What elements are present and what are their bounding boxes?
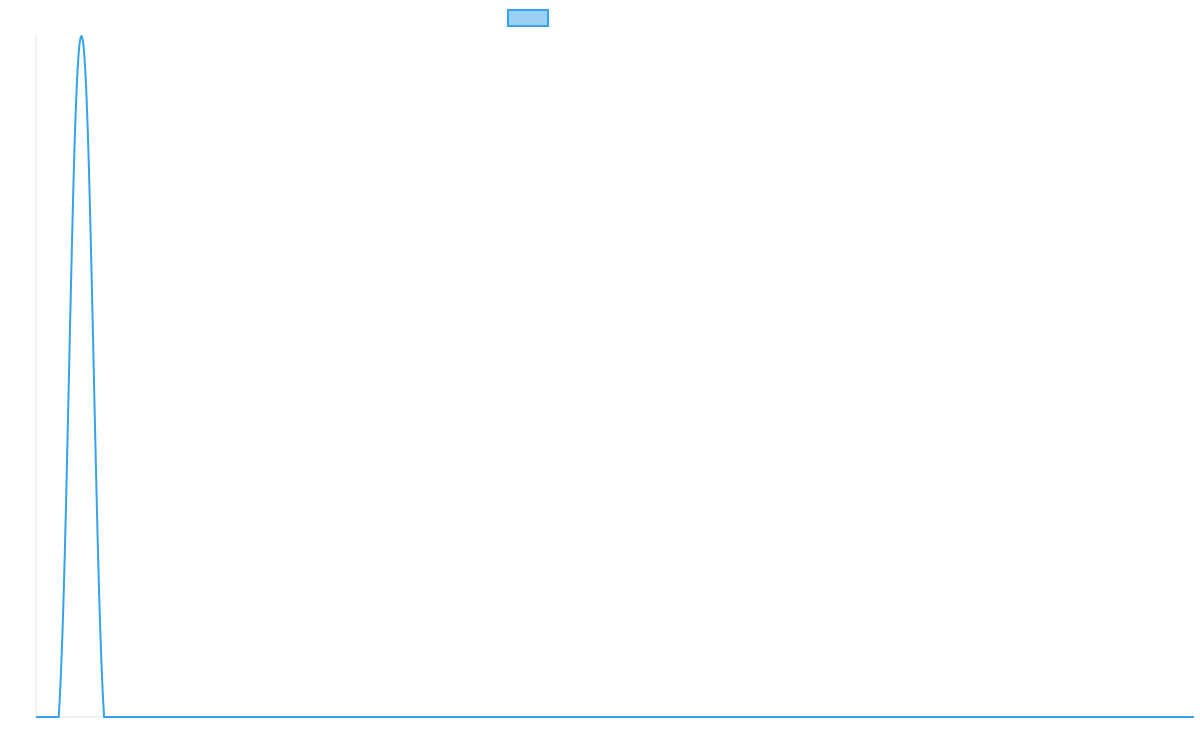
legend-swatch[interactable] xyxy=(507,9,549,27)
series-line xyxy=(35,34,1194,719)
